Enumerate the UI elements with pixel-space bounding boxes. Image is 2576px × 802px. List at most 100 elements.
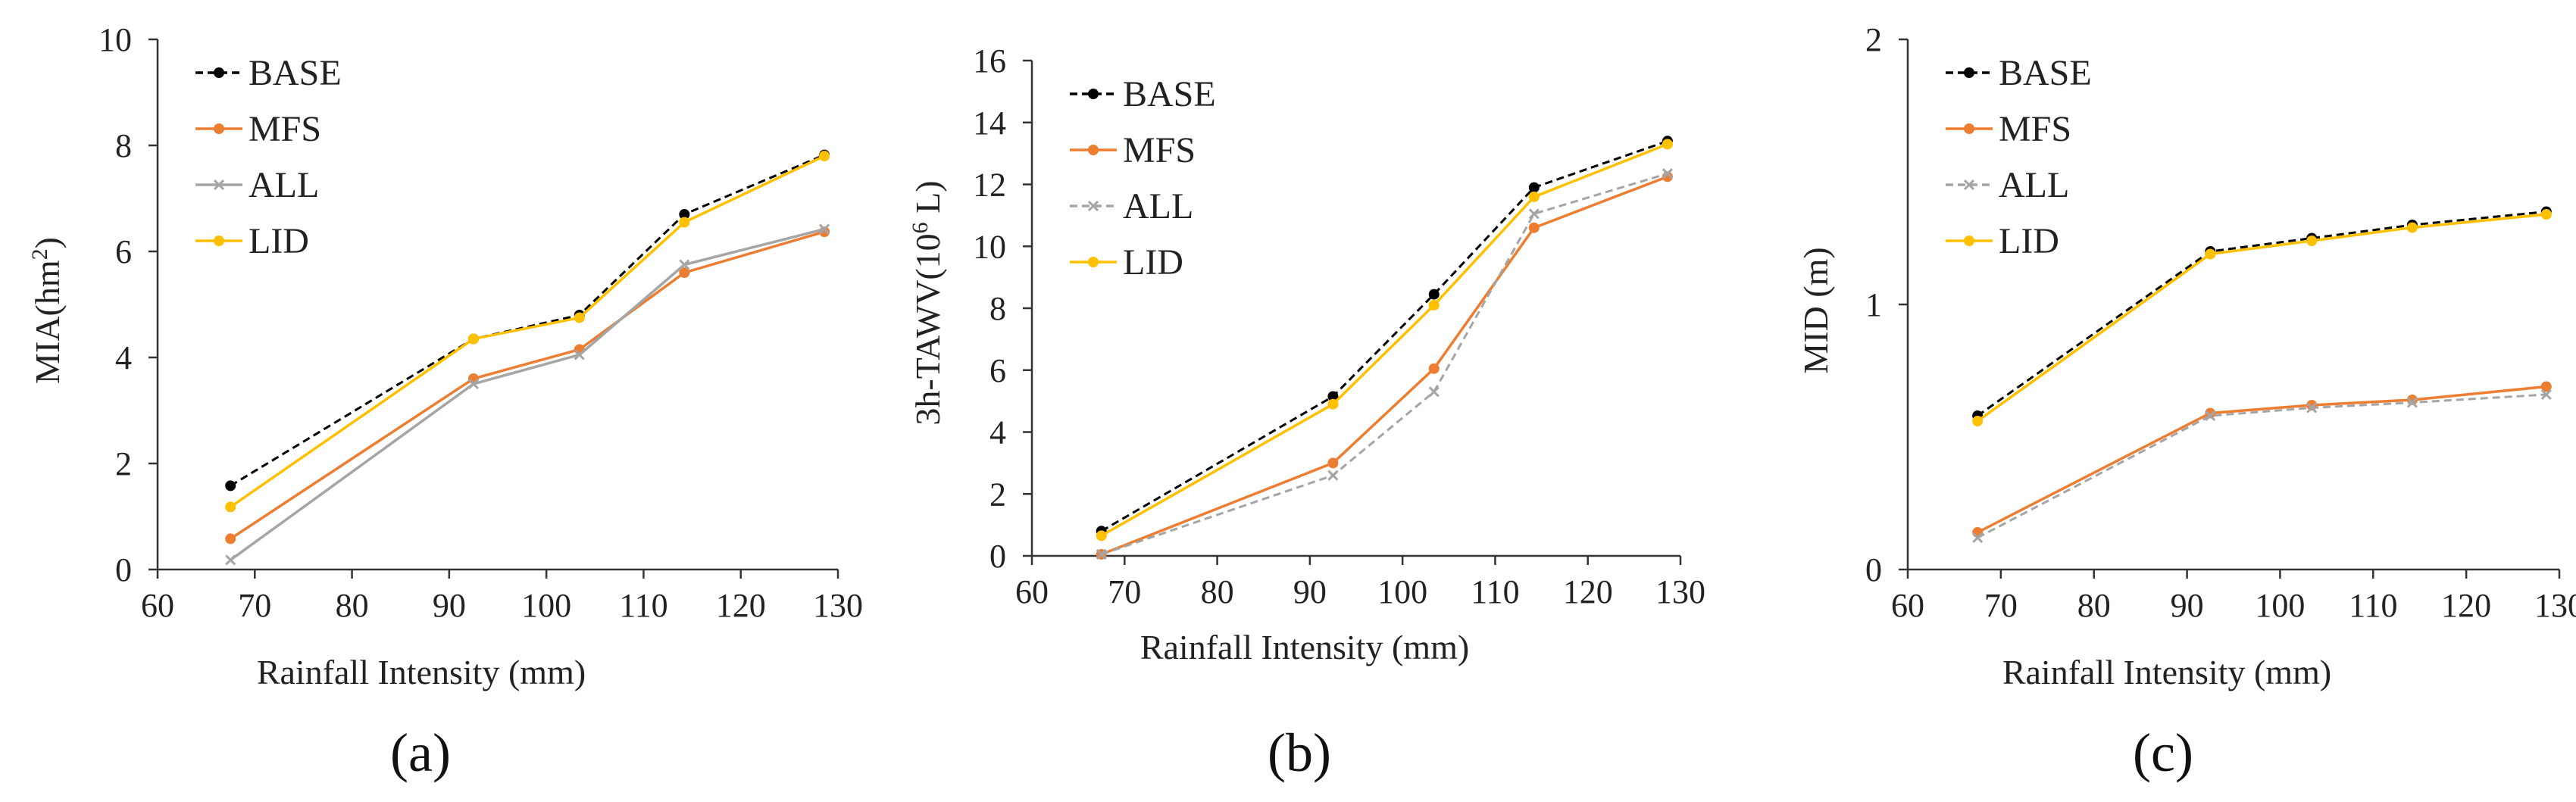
- data-point-lid: [2205, 248, 2216, 260]
- legend-entry-all: ALL: [1070, 186, 1193, 226]
- legend-marker-mfs: [1088, 145, 1099, 155]
- data-point-lid: [2540, 209, 2552, 220]
- legend-marker-all: [1963, 179, 1975, 191]
- x-axis-title-c: Rainfall Intensity (mm): [2002, 653, 2331, 691]
- chart-panel-c: 0 1 2 60 70 80 90 100 110 120 130 BASE MFS ALL LID Rai…: [1796, 21, 2576, 783]
- data-point-all: [574, 349, 585, 360]
- y-tick-label: 1: [1865, 286, 1882, 323]
- x-tick-label: 110: [1471, 573, 1519, 610]
- data-point-lid: [467, 333, 479, 345]
- legend-marker-lid: [1088, 257, 1099, 267]
- legend-label-all: ALL: [249, 165, 319, 205]
- legend-entry-mfs: MFS: [1946, 109, 2071, 149]
- data-point-lid: [2306, 236, 2318, 246]
- data-point-lid: [1528, 191, 1540, 202]
- x-tick-label: 120: [2441, 587, 2491, 624]
- legend-entry-base: BASE: [1070, 74, 1216, 114]
- data-point-lid: [1428, 299, 1440, 311]
- legend-marker-all: [213, 179, 225, 191]
- legend-entry-mfs: MFS: [1070, 130, 1196, 170]
- y-tick-label: 6: [115, 233, 132, 270]
- data-point-mfs: [1327, 457, 1339, 469]
- plot-area-c: 0 1 2 60 70 80 90 100 110 120 130 BASE MFS ALL LID: [1865, 21, 2576, 624]
- legend-label-mfs: MFS: [249, 109, 321, 149]
- x-tick-label: 90: [1293, 573, 1327, 610]
- y-axis-title-a: MIA(hm2): [27, 237, 67, 384]
- x-axis-title-a: Rainfall Intensity (mm): [257, 653, 586, 691]
- data-point-mfs: [2540, 381, 2552, 392]
- x-tick-label: 100: [521, 587, 571, 624]
- data-point-mfs: [225, 533, 236, 545]
- chart-panel-b: 0 2 4 6 8 10 12 14 16 60 70 80 90 100 110 120 130 BASE MFS…: [908, 42, 1706, 783]
- x-tick-label: 60: [141, 587, 174, 624]
- series-line-base: [1977, 211, 2546, 417]
- data-point-all: [679, 259, 690, 270]
- data-point-all: [2540, 389, 2552, 401]
- y-tick-label: 14: [973, 105, 1006, 142]
- y-tick-label: 8: [115, 127, 132, 164]
- data-point-base: [1528, 182, 1540, 193]
- x-tick-label: 70: [1984, 587, 2018, 624]
- y-tick-label: 2: [1865, 21, 1882, 58]
- y-tick-label: 0: [1865, 551, 1882, 588]
- legend-entry-base: BASE: [195, 53, 342, 93]
- legend-entry-base: BASE: [1946, 53, 2092, 93]
- data-point-mfs: [1428, 363, 1440, 374]
- x-tick-label: 80: [2077, 587, 2111, 624]
- x-tick-label: 110: [619, 587, 667, 624]
- legend-marker-base: [1088, 89, 1099, 99]
- x-tick-label: 70: [1108, 573, 1141, 610]
- x-tick-label: 60: [1015, 573, 1049, 610]
- y-tick-label: 0: [115, 551, 132, 588]
- data-point-mfs: [2205, 407, 2216, 419]
- plot-area-b: 0 2 4 6 8 10 12 14 16 60 70 80 90 100 110 120 130 BASE MFS…: [973, 42, 1705, 610]
- data-point-base: [1327, 391, 1339, 402]
- legend-marker-lid: [214, 236, 224, 246]
- legend-entry-all: ALL: [1946, 165, 2069, 205]
- x-tick-label: 110: [2349, 587, 2397, 624]
- x-tick-label: 100: [2255, 587, 2305, 624]
- y-tick-label: 10: [973, 228, 1006, 265]
- legend-marker-base: [1964, 67, 1974, 78]
- legend-entry-lid: LID: [1946, 221, 2059, 261]
- legend-label-mfs: MFS: [1999, 109, 2071, 149]
- legend-label-lid: LID: [1999, 221, 2059, 261]
- x-tick-label: 130: [1655, 573, 1705, 610]
- legend-marker-all: [1087, 200, 1099, 212]
- y-tick-label: 0: [989, 538, 1006, 575]
- legend-entry-lid: LID: [195, 221, 309, 261]
- panel-label-a: (a): [390, 722, 451, 783]
- data-point-base: [225, 480, 236, 491]
- legend-marker-base: [214, 67, 224, 78]
- data-point-lid: [679, 217, 690, 228]
- legend-marker-mfs: [1964, 123, 1974, 134]
- data-point-all: [1972, 532, 1984, 544]
- y-tick-label: 6: [989, 352, 1006, 389]
- data-point-all: [1528, 208, 1540, 220]
- panel-label-b: (b): [1268, 722, 1331, 783]
- legend-label-all: ALL: [1123, 186, 1193, 226]
- data-point-mfs: [1528, 222, 1540, 233]
- y-axis-title-c: MID (m): [1796, 247, 1835, 373]
- y-tick-label: 10: [98, 21, 132, 58]
- data-point-lid: [819, 151, 830, 161]
- legend-label-lid: LID: [249, 221, 309, 261]
- legend-label-lid: LID: [1123, 242, 1183, 282]
- data-point-all: [1327, 470, 1339, 481]
- panel-label-c: (c): [2133, 722, 2193, 783]
- data-point-lid: [1662, 139, 1673, 150]
- data-point-all: [2205, 410, 2216, 422]
- legend-label-base: BASE: [1999, 53, 2092, 93]
- legend-label-base: BASE: [249, 53, 342, 93]
- legend-label-base: BASE: [1123, 74, 1216, 114]
- legend-marker-lid: [1964, 236, 1974, 246]
- data-point-all: [818, 223, 830, 235]
- x-tick-label: 120: [716, 587, 766, 624]
- data-point-base: [1428, 289, 1440, 300]
- legend-entry-all: ALL: [195, 165, 319, 205]
- y-tick-label: 12: [973, 167, 1006, 204]
- x-tick-label: 60: [1891, 587, 1924, 624]
- y-tick-label: 16: [973, 42, 1006, 80]
- data-point-base: [679, 209, 690, 220]
